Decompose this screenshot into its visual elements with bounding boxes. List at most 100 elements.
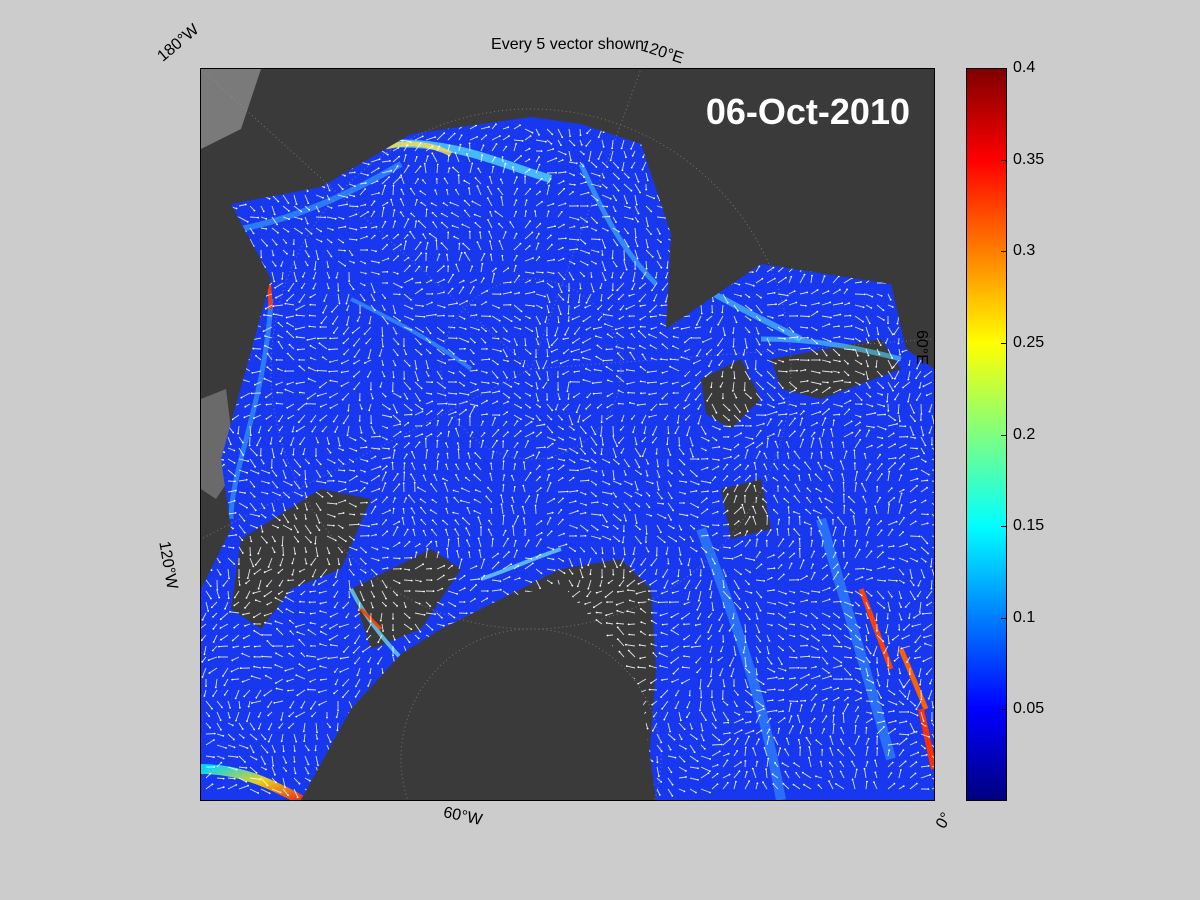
drift-vector-head [722,397,724,400]
drift-vector [924,370,933,377]
drift-vector-head [729,425,731,428]
drift-vector-head [584,511,587,514]
drift-vector-head [584,306,587,309]
drift-vector-head [697,422,700,425]
drift-vector-head [265,417,268,420]
drift-vector [436,254,440,262]
drift-vector-head [635,522,638,524]
drift-vector [887,348,893,359]
drift-vector-head [695,490,698,492]
drift-vector-head [305,485,308,488]
drift-vector-head [500,503,503,506]
drift-vector-head [596,406,599,409]
drift-vector-head [264,335,266,337]
drift-vector-head [573,428,575,431]
drift-vector [557,171,566,174]
drift-vector-head [400,174,402,177]
drift-vector-head [528,317,531,320]
drift-vector-head [561,136,564,139]
drift-vector [524,495,530,504]
drift-vector-head [604,246,607,249]
drift-vector-head [585,504,587,506]
drift-vector-head [420,387,423,390]
drift-vector [403,304,413,310]
drift-vector [491,417,496,427]
drift-vector [722,475,728,482]
drift-vector-head [506,376,508,379]
drift-vector [843,482,845,493]
drift-vector [447,411,456,416]
drift-vector [579,447,586,455]
drift-vector [546,456,553,460]
drift-vector-head [569,135,571,137]
drift-vector-head [422,233,425,236]
drift-vector-head [830,371,833,373]
drift-vector-head [232,527,234,530]
drift-vector [282,205,290,212]
drift-vector [310,293,317,298]
drift-vector [343,337,350,344]
drift-vector [286,293,295,301]
drift-vector [711,466,719,471]
drift-vector [568,226,575,229]
drift-vector [590,194,598,201]
drift-vector [744,449,749,460]
drift-vector-head [294,328,297,331]
drift-vector-head [337,289,340,292]
drift-vector-head [489,211,492,213]
drift-vector [887,487,893,493]
drift-vector [788,276,792,284]
drift-vector-head [884,413,886,416]
drift-vector [615,326,625,330]
drift-vector [876,463,883,471]
drift-vector [513,200,517,207]
drift-vector-head [353,362,355,365]
drift-vector-head [678,444,681,447]
drift-vector [632,271,636,282]
drift-vector [766,303,777,306]
drift-vector [299,293,306,303]
drift-vector-head [586,264,589,266]
drift-vector [689,480,699,485]
drift-vector-head [847,374,850,377]
drift-vector [600,447,603,455]
drift-vector-head [597,158,600,160]
drift-vector [557,258,564,262]
drift-vector-head [735,353,737,356]
drift-vector [786,441,790,449]
drift-vector [480,135,487,141]
drift-vector [370,260,379,264]
drift-vector-head [616,445,618,447]
arctic-map: 06-Oct-2010 [200,68,935,801]
drift-vector-head [659,314,661,316]
drift-vector-head [436,439,439,442]
drift-vector-head [477,516,480,519]
drift-vector-head [540,307,543,309]
drift-vector-head [749,417,751,419]
drift-vector [462,517,471,526]
drift-vector-head [520,310,523,313]
drift-vector-head [392,184,395,187]
drift-vector [249,491,255,498]
drift-vector-head [595,355,598,358]
drift-vector-head [455,463,457,466]
drift-vector [616,282,625,291]
drift-vector [578,293,581,303]
drift-vector [513,442,518,449]
drift-vector-head [306,222,309,225]
drift-vector [326,238,332,243]
drift-vector [480,277,485,284]
drift-vector-head [621,420,623,422]
drift-vector-head [366,375,369,378]
drift-vector-head [263,507,266,510]
drift-vector [464,210,471,218]
drift-vector [381,414,392,418]
drift-vector-head [357,523,360,526]
drift-vector-head [378,355,381,357]
drift-vector [931,513,934,521]
drift-vector-head [505,421,508,423]
drift-vector [700,480,711,484]
drift-vector [502,337,510,342]
drift-vector-head [308,255,310,258]
drift-vector-head [704,375,707,378]
